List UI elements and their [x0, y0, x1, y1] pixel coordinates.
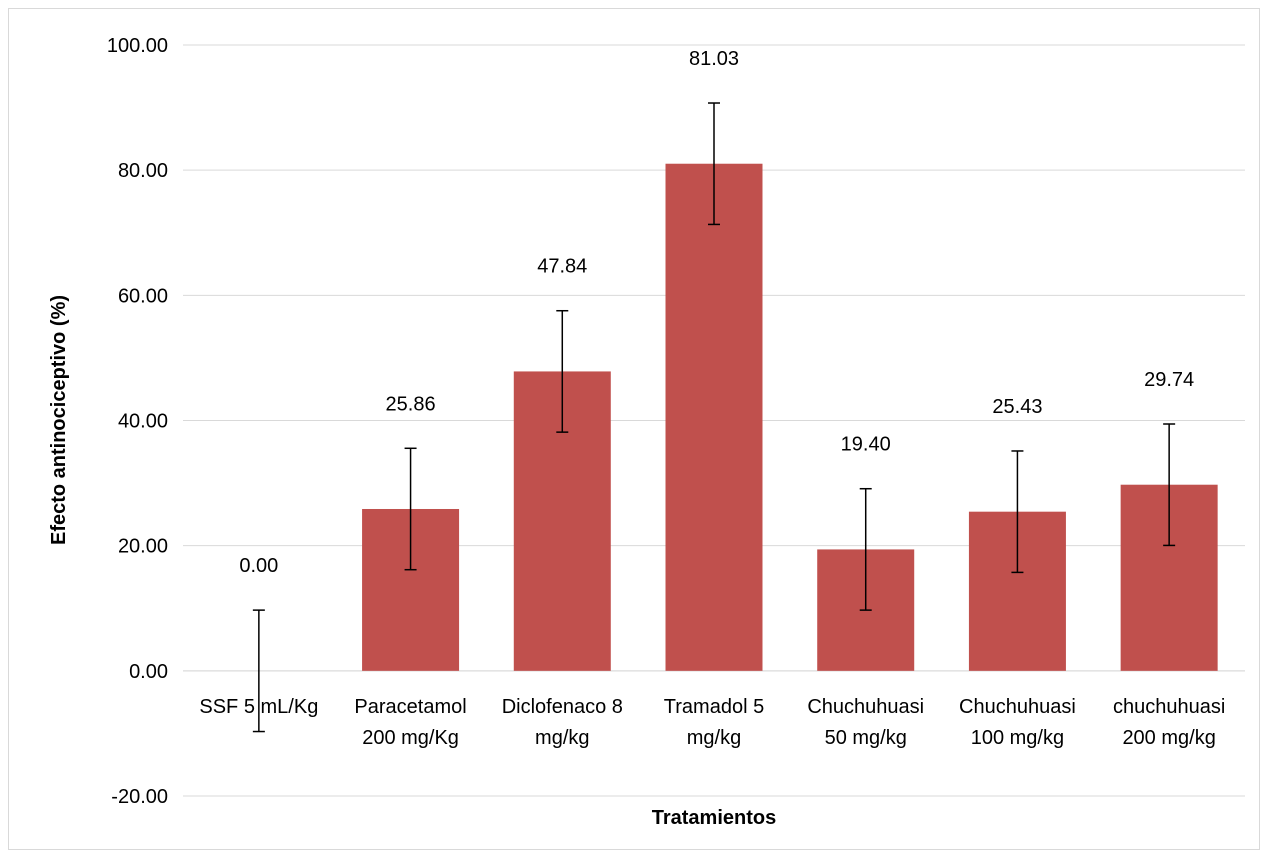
data-label: 19.40 [841, 434, 891, 456]
bar [665, 163, 763, 671]
x-tick-label: mg/kg [535, 727, 589, 749]
x-tick-label: Chuchuhuasi [807, 696, 924, 718]
x-tick-label: 200 mg/kg [1122, 727, 1215, 749]
y-tick-label: 20.00 [118, 536, 168, 558]
y-tick-label: 0.00 [129, 661, 168, 683]
chart-frame [8, 8, 1260, 850]
x-tick-label: Tramadol 5 [664, 696, 764, 718]
x-axis-title: Tratamientos [652, 807, 776, 829]
data-labels: 0.00 25.86 47.84 81.03 19.40 25.43 29.74 [239, 48, 1194, 577]
y-axis-title: Efecto antinociceptivo (%) [48, 295, 70, 545]
data-label: 47.84 [537, 256, 587, 278]
data-label: 29.74 [1144, 369, 1194, 391]
x-tick-label: 100 mg/kg [971, 727, 1064, 749]
y-tick-label: 40.00 [118, 411, 168, 433]
error-bars [252, 102, 1176, 733]
data-label: 0.00 [239, 555, 278, 577]
y-tick-label: 60.00 [118, 285, 168, 307]
y-tick-label: 100.00 [107, 35, 168, 57]
x-axis-ticks: SSF 5 mL/Kg Paracetamol 200 mg/Kg Diclofena… [199, 696, 1225, 749]
x-tick-label: chuchuhuasi [1113, 696, 1225, 718]
y-axis-ticks: -20.00 0.00 20.00 40.00 60.00 80.00 100.00 [107, 35, 168, 808]
x-tick-label: mg/kg [687, 727, 741, 749]
x-tick-label: Chuchuhuasi [959, 696, 1076, 718]
x-tick-label: 50 mg/kg [825, 727, 907, 749]
x-tick-label: 200 mg/Kg [362, 727, 459, 749]
y-tick-label: 80.00 [118, 160, 168, 182]
y-tick-label: -20.00 [111, 786, 168, 808]
data-label: 25.43 [992, 396, 1042, 418]
x-tick-label: Diclofenaco 8 [502, 696, 623, 718]
bars [362, 163, 1218, 671]
x-tick-label: SSF 5 mL/Kg [199, 696, 318, 718]
x-tick-label: Paracetamol [354, 696, 466, 718]
data-label: 25.86 [386, 393, 436, 415]
data-label: 81.03 [689, 48, 739, 70]
